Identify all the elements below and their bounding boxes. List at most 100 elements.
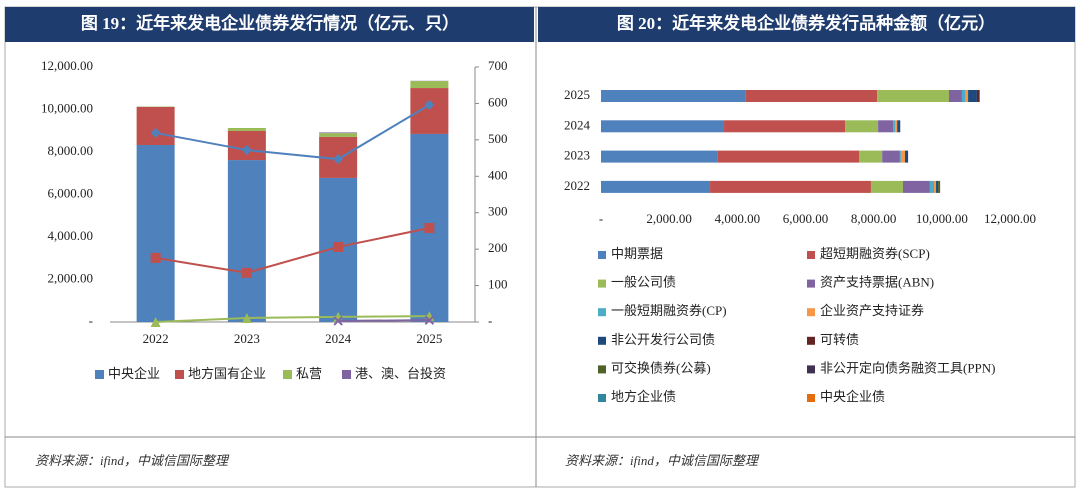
legend-swatch [95,370,104,379]
legend-label: 中期票据 [611,246,663,261]
chart-title: 图 20：近年来发电企业债券发行品种金额（亿元） [617,13,995,33]
bar-segment [601,90,746,102]
legend-swatch [807,251,815,259]
x-tick-label: 12,000.00 [984,211,1036,226]
legend-swatch [342,370,351,379]
legend-swatch [283,370,292,379]
y2-tick-label: 500 [488,131,508,146]
bar-segment [710,180,871,193]
bar-segment [895,120,898,133]
marker [333,241,344,252]
bar-segment [968,90,977,102]
y-tick-label: 2022 [564,178,590,193]
y-tick-label: 2024 [564,117,591,132]
legend-swatch [807,308,815,317]
y-tick-label: 4,000.00 [48,228,94,243]
legend-swatch [807,394,815,402]
legend-label: 企业资产支持证券 [820,303,924,318]
x-tick-label: 2024 [325,331,352,346]
legend-swatch [598,365,606,374]
line [155,315,430,323]
y-tick-label: 6,000.00 [48,185,94,200]
bar-segment [961,90,966,102]
x-tick-label: 2025 [416,331,442,346]
header-bar [5,7,534,42]
legend-swatch [598,308,606,317]
legend-swatch [807,336,815,345]
x-tick-label: 8,000.00 [851,211,897,226]
legend-swatch [598,279,606,288]
marker [241,312,252,323]
bar-segment [410,88,449,134]
marker [241,145,252,156]
legend-swatch [598,251,606,259]
bar-segment [899,150,901,163]
y-tick-label: 2,000.00 [48,270,94,285]
bar-segment [136,106,175,145]
bar-segment [936,180,939,193]
bar-segment [965,90,969,102]
x-tick-label: 2,000.00 [646,211,692,226]
line [338,319,430,322]
legend-swatch [807,279,815,288]
legend-label: 一般公司债 [611,275,676,290]
bar-segment [724,120,846,133]
header-bar [538,7,1075,42]
bar-segment [902,180,930,193]
source: 资料来源：ifind，中诚信国际整理 [565,453,760,468]
x-tick-label: 2022 [143,331,169,346]
bar-segment [859,150,883,163]
legend-label: 港、澳、台投资 [355,366,446,381]
y2-tick-label: 100 [488,277,508,292]
legend-label: 超短期融资券(SCP) [820,246,930,261]
legend-swatch [175,370,184,379]
bar-segment [745,90,878,102]
y2-tick-label: 400 [488,167,508,182]
marker [150,252,161,263]
source: 资料来源：ifind，中诚信国际整理 [35,453,230,468]
bar-segment [893,120,896,133]
y-tick-label: 2025 [564,87,590,102]
bar-segment [882,150,900,163]
bar-segment [601,180,711,193]
marker [333,316,343,326]
legend-label: 非公开发行公司债 [611,332,715,347]
marker [424,223,435,234]
bar-segment [978,90,980,102]
x-tick-label: 2023 [234,331,260,346]
bar-segment [938,180,941,193]
y-tick-label: 12,000.00 [41,58,93,73]
bar-segment [227,127,266,131]
bar-segment [717,150,860,163]
y-tick-label: 8,000.00 [48,143,94,158]
legend-label: 可转债 [820,332,859,347]
bar-segment [845,120,879,133]
bar-segment [870,180,903,193]
bar-segment [227,160,266,322]
frame [4,6,1076,488]
bar-segment [900,150,906,163]
marker [150,127,161,138]
marker [333,154,344,165]
legend-label: 地方国有企业 [188,366,266,381]
bar-segment [601,150,718,163]
legend-swatch [598,394,606,402]
x-tick-label: - [599,211,603,226]
y-tick-label: 10,000.00 [41,100,93,115]
bar-segment [905,150,909,163]
legend-label: 中央企业债 [820,389,885,404]
marker [150,317,161,327]
bar-segment [877,90,949,102]
legend-swatch [807,365,815,374]
bar-segment [878,120,894,133]
marker [241,267,252,278]
legend-label: 一般短期融资券(CP) [611,303,727,318]
bar-segment [976,90,979,102]
marker [424,99,435,110]
legend-label: 私营 [296,366,322,381]
bar-segment [319,133,358,137]
bar-segment [319,132,358,134]
bar-segment [897,120,901,133]
y-tick-label: 2023 [564,148,590,163]
